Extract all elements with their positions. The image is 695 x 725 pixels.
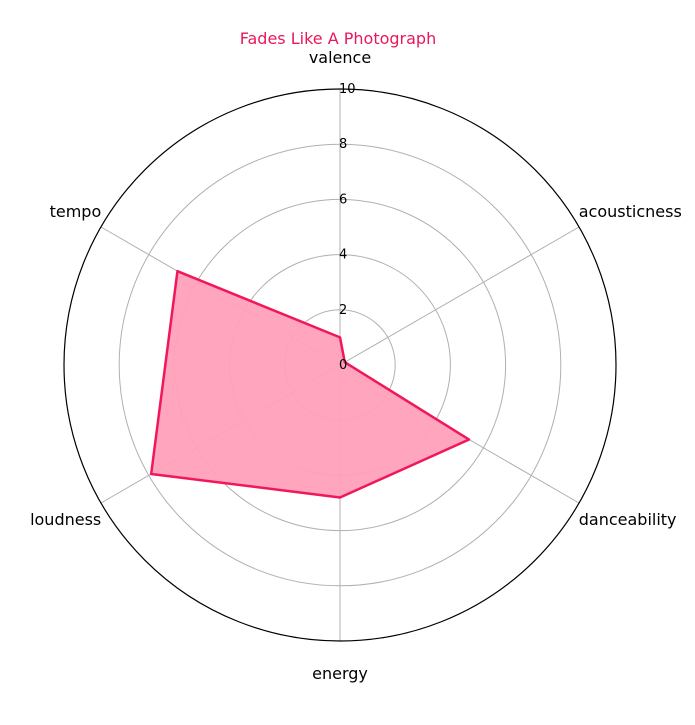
series-layer <box>149 269 471 499</box>
axis-label-acousticness: acousticness <box>579 202 682 221</box>
axis-label-danceability: danceability <box>579 510 677 529</box>
r-tick-label: 10 <box>339 82 356 97</box>
axis-label-energy: energy <box>312 664 368 683</box>
outer-frame <box>63 88 617 642</box>
r-tick-label: 8 <box>339 137 347 152</box>
series-line <box>149 269 471 499</box>
label-layer: 0 2 4 6 8 10 valence acousticness danceability en… <box>30 48 682 683</box>
spoke-line <box>339 226 580 366</box>
r-tick-label: 6 <box>339 192 347 207</box>
r-tick-label: 4 <box>339 248 347 263</box>
r-tick-label: 0 <box>339 358 347 373</box>
r-tick-label: 2 <box>339 303 347 318</box>
series-area <box>151 271 470 498</box>
chart-title: Fades Like A Photograph <box>240 29 436 48</box>
axis-label-tempo: tempo <box>50 202 102 221</box>
axis-label-loudness: loudness <box>30 510 101 529</box>
axis-label-valence: valence <box>309 48 371 67</box>
